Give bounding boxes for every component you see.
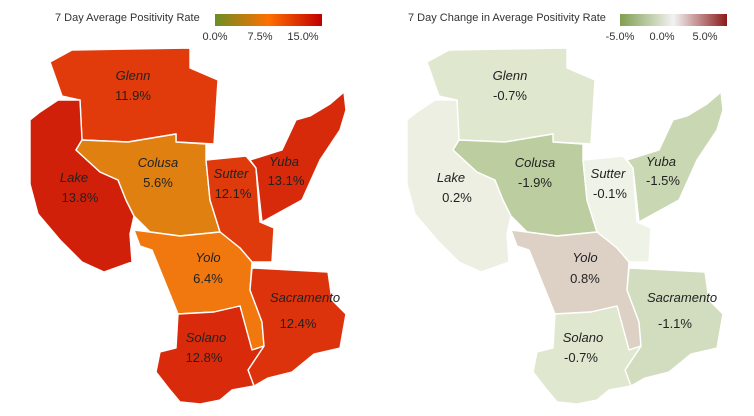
legend-tick-low: 0.0%	[202, 31, 228, 43]
county-value-label: 11.9%	[115, 88, 151, 103]
county-solano[interactable]	[532, 305, 642, 405]
county-name-label: Sacramento	[647, 290, 717, 305]
county-name-label: Lake	[60, 170, 88, 185]
county-name-label: Solano	[563, 330, 603, 345]
legend-tick-high: 15.0%	[287, 31, 319, 43]
legend-tick-low: -5.0%	[605, 31, 635, 43]
county-solano[interactable]	[155, 305, 265, 405]
county-name-label: Colusa	[138, 155, 178, 170]
legend-tick-high: 5.0%	[692, 31, 718, 43]
county-yuba[interactable]	[626, 91, 724, 223]
county-name-label: Solano	[186, 330, 226, 345]
county-yuba[interactable]	[249, 91, 347, 223]
legend-color-bar	[620, 14, 727, 26]
county-value-label: 0.2%	[442, 190, 472, 205]
county-name-label: Yuba	[646, 154, 676, 169]
county-name-label: Yolo	[195, 250, 220, 265]
positivity-map-panel: 7 Day Average Positivity Rate 0.0% 7.5% …	[29, 12, 347, 405]
county-value-label: -1.5%	[646, 173, 680, 188]
county-name-label: Lake	[437, 170, 465, 185]
positivity-county-map: Glenn 11.9% Lake 13.8% Colusa 5.6% Sutter 12.1%…	[29, 47, 347, 405]
change-county-map: Glenn -0.7% Lake 0.2% Colusa -1.9% Sutter -0.1%…	[406, 47, 724, 405]
county-name-label: Glenn	[116, 68, 151, 83]
county-name-label: Yuba	[269, 154, 299, 169]
county-sacramento[interactable]	[624, 267, 724, 387]
county-value-label: 6.4%	[193, 271, 223, 286]
county-name-label: Colusa	[515, 155, 555, 170]
legend-color-bar	[215, 14, 322, 26]
county-name-label: Sutter	[591, 166, 626, 181]
county-value-label: 12.1%	[215, 186, 252, 201]
county-value-label: 12.4%	[280, 316, 317, 331]
county-value-label: 0.8%	[570, 271, 600, 286]
county-name-label: Yolo	[572, 250, 597, 265]
county-name-label: Glenn	[493, 68, 528, 83]
county-value-label: -0.1%	[593, 186, 627, 201]
county-value-label: -1.1%	[658, 316, 692, 331]
county-name-label: Sacramento	[270, 290, 340, 305]
county-value-label: -1.9%	[518, 175, 552, 190]
county-value-label: 13.8%	[62, 190, 99, 205]
legend-title: 7 Day Average Positivity Rate	[55, 12, 200, 24]
county-value-label: -0.7%	[493, 88, 527, 103]
change-map-panel: 7 Day Change in Average Positivity Rate …	[377, 0, 754, 416]
county-value-label: 5.6%	[143, 175, 173, 190]
county-value-label: 12.8%	[186, 350, 223, 365]
county-value-label: 13.1%	[268, 173, 305, 188]
legend-title: 7 Day Change in Average Positivity Rate	[408, 12, 606, 24]
county-sacramento[interactable]	[247, 267, 347, 387]
county-name-label: Sutter	[214, 166, 249, 181]
county-value-label: -0.7%	[564, 350, 598, 365]
legend-tick-mid: 0.0%	[649, 31, 675, 43]
legend-tick-mid: 7.5%	[247, 31, 273, 43]
